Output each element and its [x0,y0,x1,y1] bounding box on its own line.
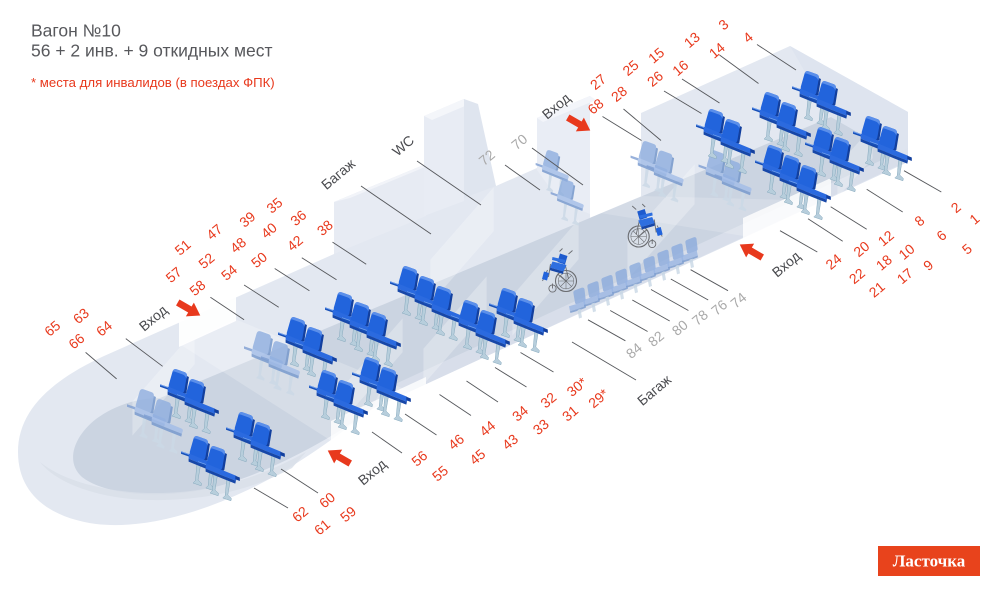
svg-text:56 + 2 инв. + 9 откидных мест: 56 + 2 инв. + 9 откидных мест [31,41,273,61]
svg-text:Ласточка: Ласточка [893,552,966,571]
svg-text:* места для инвалидов (в поезд: * места для инвалидов (в поездах ФПК) [31,75,275,90]
svg-text:Вагон №10: Вагон №10 [31,21,121,41]
